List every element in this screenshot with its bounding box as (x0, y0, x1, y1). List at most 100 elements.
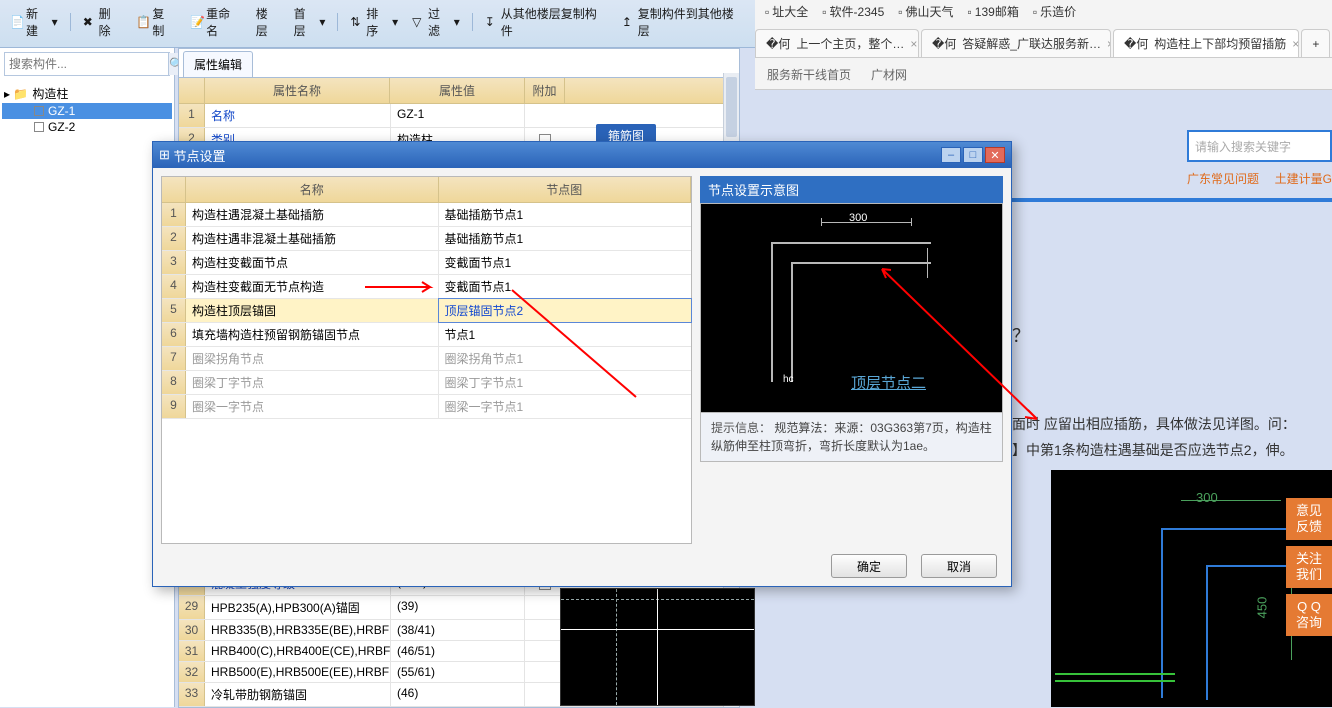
node-value[interactable]: 基础插筋节点1 (439, 227, 692, 250)
sort-button[interactable]: ⇅排序 ▾ (346, 3, 402, 41)
first-floor-select[interactable]: 首层 ▾ (290, 3, 330, 41)
node-head-name: 名称 (186, 177, 439, 202)
tree-item-GZ-1[interactable]: GZ-1 (2, 103, 172, 119)
copy-button[interactable]: 📋复制 (132, 3, 180, 41)
node-name: 构造柱遇非混凝土基础插筋 (186, 227, 439, 250)
node-row[interactable]: 7圈梁拐角节点圈梁拐角节点1 (162, 347, 691, 371)
new-button[interactable]: 📄新建 ▾ (6, 3, 62, 41)
node-value[interactable]: 圈梁一字节点1 (439, 395, 692, 418)
close-button[interactable]: ✕ (985, 147, 1005, 163)
node-value[interactable]: 顶层锚固节点2 (439, 299, 692, 322)
cancel-button[interactable]: 取消 (921, 554, 997, 578)
quicklink[interactable]: ▫佛山天气 (898, 3, 953, 20)
node-value[interactable]: 变截面节点1 (439, 275, 692, 298)
left-tree-panel: 🔍 ▸ 📁 构造柱 GZ-1 GZ-2 (0, 48, 175, 707)
browser-tab[interactable]: �何答疑解惑_广联达服务新…× (921, 29, 1111, 57)
prop-extra-checkbox[interactable] (525, 596, 565, 619)
quick-links: ▫址大全 ▫软件-2345 ▫佛山天气 ▫139邮箱 ▫乐造价 (755, 0, 1332, 23)
prop-value[interactable]: (55/61) (390, 662, 525, 682)
dialog-titlebar[interactable]: ⊞ 节点设置 – □ ✕ (153, 142, 1011, 168)
delete-button[interactable]: ✖删除 (79, 3, 127, 41)
node-settings-dialog: ⊞ 节点设置 – □ ✕ 名称 节点图 1构造柱遇混凝土基础插筋基础插筋节点12… (152, 141, 1012, 587)
hot-links: 广东常见问题 土建计量G (1187, 170, 1332, 187)
prop-head-extra: 附加 (525, 78, 565, 103)
float-button[interactable]: 意见 反馈 (1286, 498, 1332, 540)
tree-item-GZ-2[interactable]: GZ-2 (2, 119, 172, 135)
node-row[interactable]: 4构造柱变截面无节点构造变截面节点1 (162, 275, 691, 299)
node-row[interactable]: 5构造柱顶层锚固顶层锚固节点2 (162, 299, 691, 323)
node-row[interactable]: 1构造柱遇混凝土基础插筋基础插筋节点1 (162, 203, 691, 227)
sort-label: 排序 (366, 5, 390, 39)
prop-extra-checkbox[interactable] (525, 662, 565, 682)
prop-extra-checkbox[interactable] (525, 620, 565, 640)
node-row[interactable]: 3构造柱变截面节点变截面节点1 (162, 251, 691, 275)
minimize-button[interactable]: – (941, 147, 961, 163)
subnav-link[interactable]: 广材网 (871, 66, 907, 83)
quicklink[interactable]: ▫址大全 (765, 3, 808, 20)
subnav-link[interactable]: 服务新干线首页 (767, 66, 851, 83)
copy-to-button[interactable]: ↥复制构件到其他楼层 (618, 3, 749, 41)
scrollbar-thumb[interactable] (726, 77, 737, 137)
sub-nav: 服务新干线首页 广材网 (755, 58, 1332, 91)
node-value[interactable]: 变截面节点1 (439, 251, 692, 274)
copy-from-label: 从其他楼层复制构件 (501, 5, 608, 39)
filter-button[interactable]: ▽过滤 ▾ (408, 3, 464, 41)
site-search[interactable]: 请输入搜索关键字 (1187, 130, 1332, 162)
hotlink-2[interactable]: 土建计量G (1275, 170, 1332, 187)
quicklink[interactable]: ▫139邮箱 (968, 3, 1019, 20)
prop-name: HPB235(A),HPB300(A)锚固 (205, 596, 390, 619)
layer-label: 楼层 (256, 5, 280, 39)
preview-canvas: 300 hc 顶层节点二 (700, 203, 1003, 413)
preview-label: 顶层节点二 (851, 372, 926, 393)
float-button[interactable]: 关注 我们 (1286, 546, 1332, 588)
tab-close-icon[interactable]: × (1292, 37, 1299, 51)
copy-from-button[interactable]: ↧从其他楼层复制构件 (481, 3, 612, 41)
ok-button[interactable]: 确定 (831, 554, 907, 578)
node-row[interactable]: 2构造柱遇非混凝土基础插筋基础插筋节点1 (162, 227, 691, 251)
preview-panel: 节点设置示意图 300 hc 顶层节点二 提示信息： 规范算法：来源：03G36… (700, 176, 1003, 544)
node-value[interactable]: 基础插筋节点1 (439, 203, 692, 226)
stirrup-canvas (560, 588, 755, 706)
float-button[interactable]: Q Q 咨询 (1286, 594, 1332, 636)
browser-tab[interactable]: �何上一个主页，整个…× (755, 29, 919, 57)
prop-head-name: 属性名称 (205, 78, 390, 103)
maximize-button[interactable]: □ (963, 147, 983, 163)
new-tab-button[interactable]: + (1301, 29, 1330, 57)
browser-tabs: �何上一个主页，整个…×�何答疑解惑_广联达服务新…×�何构造柱上下部均预留插筋… (755, 29, 1332, 58)
dialog-title-icon: ⊞ (159, 147, 170, 163)
site-search-placeholder: 请输入搜索关键字 (1195, 138, 1291, 155)
prop-value[interactable]: (46/51) (390, 641, 525, 661)
prop-extra-checkbox[interactable] (525, 641, 565, 661)
prop-value[interactable]: (46) (390, 683, 525, 706)
prop-extra-checkbox[interactable] (525, 104, 565, 127)
tab-close-icon[interactable]: × (1107, 37, 1111, 51)
node-value[interactable]: 圈梁拐角节点1 (439, 347, 692, 370)
prop-name: HRB400(C),HRB400E(CE),HRBF (205, 641, 390, 661)
quicklink[interactable]: ▫乐造价 (1033, 3, 1076, 20)
tree-root[interactable]: ▸ 📁 构造柱 (2, 84, 172, 103)
prop-value[interactable]: GZ-1 (390, 104, 525, 127)
hotlink-1[interactable]: 广东常见问题 (1187, 170, 1259, 187)
quicklink[interactable]: ▫软件-2345 (822, 3, 884, 20)
rename-label: 重命名 (206, 5, 242, 39)
node-value[interactable]: 节点1 (439, 323, 692, 346)
filter-icon: ▽ (412, 15, 426, 29)
node-row[interactable]: 9圈梁一字节点圈梁一字节点1 (162, 395, 691, 419)
filter-label: 过滤 (428, 5, 452, 39)
browser-tab[interactable]: �何构造柱上下部均预留插筋× (1113, 29, 1299, 57)
prop-value[interactable]: (39) (390, 596, 525, 619)
layer-label-button: 楼层 (252, 3, 284, 41)
rename-button[interactable]: 📝重命名 (186, 3, 246, 41)
node-value[interactable]: 圈梁丁字节点1 (439, 371, 692, 394)
prop-value[interactable]: (38/41) (390, 620, 525, 640)
search-input[interactable] (5, 53, 168, 75)
component-search[interactable]: 🔍 (4, 52, 170, 76)
node-row[interactable]: 6填充墙构造柱预留钢筋锚固节点节点1 (162, 323, 691, 347)
node-row[interactable]: 8圈梁丁字节点圈梁丁字节点1 (162, 371, 691, 395)
prop-extra-checkbox[interactable] (525, 683, 565, 706)
tab-close-icon[interactable]: × (910, 37, 917, 51)
tip-text: 提示信息： 规范算法：来源：03G363第7页，构造柱纵筋伸至柱顶弯折，弯折长度… (700, 413, 1003, 462)
copy-to-icon: ↥ (622, 15, 636, 29)
tree-item-icon (34, 106, 44, 116)
property-tab[interactable]: 属性编辑 (183, 51, 253, 77)
